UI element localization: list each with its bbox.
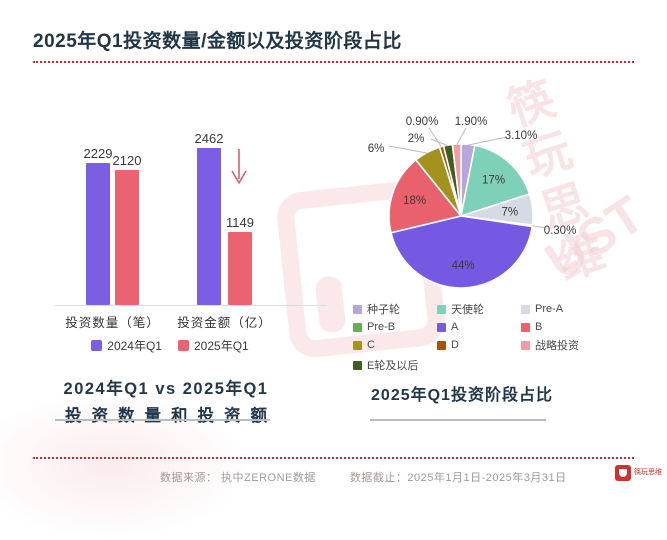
legend-swatch-icon (437, 322, 446, 332)
pie-chart: 3.10% 17% 7% 0.30% 44% 18% 6% 0.90% 2% 1.90% (368, 116, 577, 289)
pie-legend-item-Pre-A: Pre-A (521, 301, 643, 317)
pie-legend-item-C: C (353, 337, 437, 353)
pie-label-战略投资: 1.90% (455, 116, 488, 128)
pie-slice-B (388, 159, 462, 234)
legend-swatch-icon (353, 340, 362, 350)
pie-legend-item-A: A (437, 321, 521, 333)
data-deadline-text: 数据截止：2025年1月1日-2025年3月31日 (349, 472, 567, 484)
bar-x-axis-label: 投资数量（笔） (65, 316, 160, 330)
legend-swatch-icon (353, 360, 362, 370)
pie-legend-item-B: B (521, 321, 643, 333)
brand-logo-icon (615, 465, 631, 481)
pie-legend-item-天使轮: 天使轮 (437, 301, 521, 317)
legend-label: 战略投资 (535, 340, 579, 352)
bar-2024年Q1-投资金额（亿） (197, 148, 221, 305)
bar-value-label: 2229 (83, 146, 113, 161)
pie-label-天使轮: 17% (482, 174, 505, 186)
data-source-text: 数据来源： 执中ZERONE数据 (160, 472, 316, 484)
bar-value-label: 2462 (194, 131, 224, 146)
legend-swatch-icon (353, 322, 362, 332)
pie-label-C: 6% (368, 143, 385, 155)
legend-swatch-icon (521, 340, 530, 350)
legend-label: E轮及以后 (367, 360, 419, 372)
bar-value-label: 1149 (226, 215, 254, 230)
top-dotted-divider (33, 61, 634, 63)
legend-label: 2024年Q1 (107, 339, 162, 353)
pie-leader-line (428, 127, 443, 148)
decline-arrow-icon (231, 149, 247, 184)
pie-caption-underline (370, 419, 546, 421)
pie-leader-line (430, 138, 449, 147)
pie-leader-line (467, 136, 508, 146)
pie-label-E轮及以后: 2% (408, 133, 425, 145)
bar-legend-item: 2025年Q1 (178, 337, 249, 354)
pie-label-D: 0.90% (406, 116, 439, 128)
legend-label: 天使轮 (451, 304, 484, 316)
legend-swatch-icon (437, 304, 446, 314)
legend-label: 2025年Q1 (194, 339, 249, 353)
pie-leader-line (531, 225, 547, 229)
pie-legend-item-Pre-B: Pre-B (353, 321, 437, 333)
legend-swatch-icon (521, 304, 530, 314)
pie-label-Pre-B: 0.30% (544, 225, 577, 237)
brand-logo: 筷玩思维 (615, 465, 664, 481)
legend-label: C (367, 339, 375, 351)
legend-swatch-icon (178, 340, 189, 351)
pie-label-种子轮: 3.10% (505, 130, 538, 142)
bar-caption-line1: 2024年Q1 vs 2025年Q1 (63, 380, 269, 398)
bar-value-label: 2120 (112, 153, 142, 168)
pie-label-A: 44% (452, 260, 475, 272)
bar-caption-line2: 投资数量和投资额 (65, 407, 277, 425)
legend-swatch-icon (521, 322, 530, 332)
bar-2024年Q1-投资数量（笔） (86, 163, 110, 305)
bar-x-axis-label: 投资金额（亿） (177, 316, 272, 330)
brand-logo-name: 筷玩思维 (634, 469, 662, 477)
legend-swatch-icon (353, 304, 362, 314)
bar-chart-panel: 2229 2462 2120 1149 投资数量（笔） 投资金额（亿） 2024年Q1 20… (30, 95, 330, 457)
pie-label-B: 18% (403, 195, 426, 207)
legend-label: A (451, 321, 459, 333)
legend-label: 种子轮 (367, 304, 400, 316)
pie-legend-item-种子轮: 种子轮 (353, 301, 437, 317)
pie-slice-天使轮 (460, 144, 531, 217)
pie-legend-item-E轮及以后: E轮及以后 (353, 357, 437, 373)
pie-legend-item-D: D (437, 337, 521, 353)
bar-legend-item: 2024年Q1 (91, 337, 162, 354)
pie-legend-item-战略投资: 战略投资 (521, 337, 643, 353)
footer-text: 数据来源： 执中ZERONE数据 数据截止：2025年1月1日-2025年3月3… (160, 469, 567, 485)
bar-caption-underline (55, 419, 270, 421)
legend-label: D (451, 339, 459, 351)
bottom-dotted-divider (33, 457, 634, 459)
legend-swatch-icon (91, 340, 103, 351)
legend-label: B (535, 321, 543, 333)
bar-2025年Q1-投资数量（笔） (115, 170, 139, 305)
legend-label: Pre-A (535, 303, 564, 315)
bar-chart-plot-area: 2229 2462 2120 1149 投资数量（笔） 投资金额（亿） (30, 95, 330, 330)
pie-chart-panel: 3.10% 17% 7% 0.30% 44% 18% 6% 0.90% 2% 1.90% 种子轮 天… (340, 95, 662, 457)
pie-label-Pre-A: 7% (501, 207, 518, 219)
pie-leader-line (456, 127, 467, 146)
pie-chart-legend: 种子轮 天使轮 Pre-A Pre-B A B C D 战略投资 E轮及以后 (353, 301, 643, 373)
bar-chart-legend: 2024年Q1 2025年Q1 (30, 337, 310, 354)
bar-chart-baseline (55, 305, 327, 306)
page-title: 2025年Q1投资数量/金额以及投资阶段占比 (33, 31, 402, 52)
pie-chart-caption: 2025年Q1投资阶段占比 (371, 387, 553, 404)
legend-swatch-icon (437, 340, 446, 350)
bar-2025年Q1-投资金额（亿） (228, 232, 252, 305)
legend-label: Pre-B (367, 321, 396, 333)
pie-slice-A (390, 215, 534, 289)
pie-leader-line (388, 145, 428, 154)
